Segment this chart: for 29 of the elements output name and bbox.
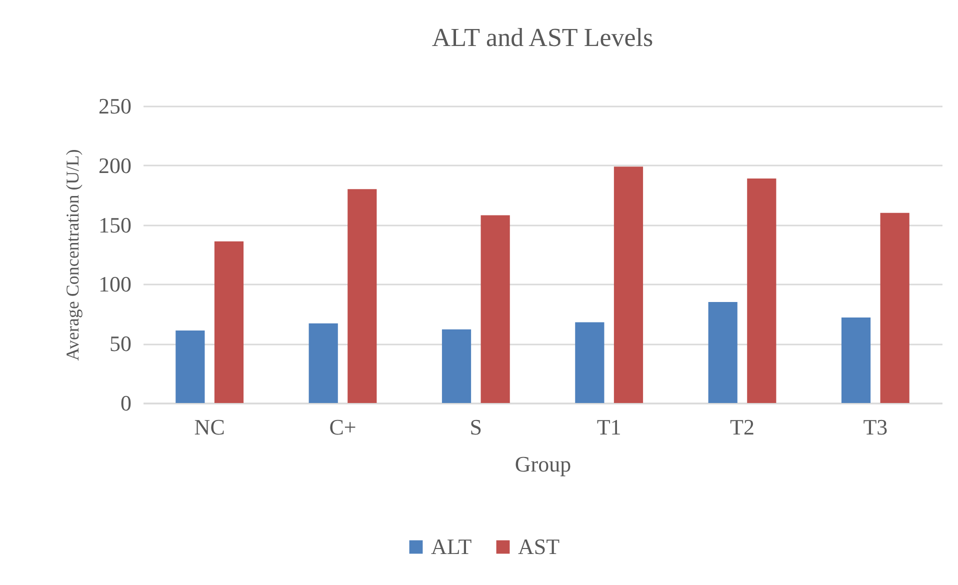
bar	[841, 317, 871, 403]
x-tick-label: NC	[194, 414, 225, 440]
y-tick-label: 200	[98, 152, 132, 178]
bar	[176, 330, 205, 403]
y-tick-label: 0	[120, 390, 132, 416]
bar	[442, 329, 472, 403]
bar	[708, 302, 738, 403]
y-tick-label: 100	[98, 272, 132, 297]
x-tick-label: T2	[730, 414, 754, 440]
legend-label: AST	[518, 534, 560, 559]
y-tick-label: 150	[98, 212, 132, 238]
bar	[880, 212, 910, 403]
bar	[575, 322, 604, 403]
y-tick-label: 250	[98, 94, 132, 118]
x-tick-label: S	[470, 414, 482, 440]
bar	[308, 323, 338, 403]
bar	[480, 215, 510, 403]
y-axis-title: Average Concentration (U/L)	[62, 149, 82, 361]
x-tick-label: T1	[596, 414, 622, 440]
x-tick-label: C+	[329, 414, 356, 440]
bar	[214, 241, 244, 403]
x-axis-title: Group	[514, 452, 572, 476]
x-tick-label: T3	[863, 414, 888, 440]
bar	[614, 166, 644, 403]
chart-title: ALT and AST Levels	[432, 23, 654, 52]
legend-label: ALT	[431, 534, 472, 559]
bar	[747, 178, 776, 403]
bar	[348, 189, 377, 403]
y-tick-label: 50	[110, 331, 132, 356]
